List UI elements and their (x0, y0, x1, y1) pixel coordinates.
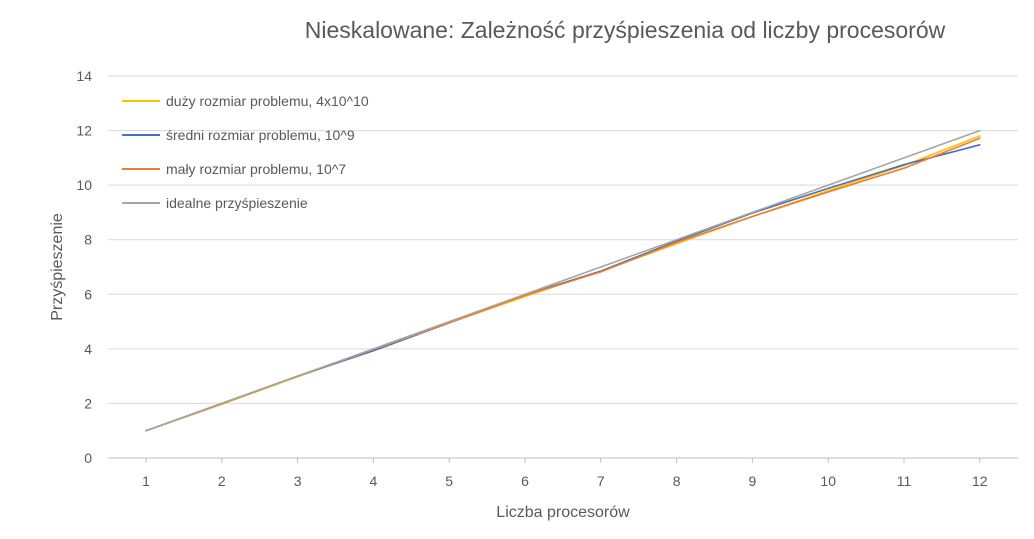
gridlines (108, 75, 1018, 459)
legend-label: duży rozmiar problemu, 4x10^10 (166, 93, 369, 109)
x-tick-label: 1 (142, 473, 150, 489)
x-tick-label: 5 (445, 473, 453, 489)
y-tick-label: 12 (76, 123, 92, 139)
chart-title: Nieskalowane: Zależność przyśpieszenia o… (305, 17, 946, 43)
legend: duży rozmiar problemu, 4x10^10 średni roz… (122, 93, 369, 211)
y-tick-label: 6 (84, 286, 92, 302)
y-tick-label: 10 (76, 177, 92, 193)
y-tick-label: 8 (84, 232, 92, 248)
series-line-4 (145, 129, 981, 432)
y-tick-label: 0 (84, 450, 92, 466)
x-tick-label: 11 (897, 473, 912, 489)
y-axis-ticks: 0 2 4 6 8 10 12 14 (76, 68, 92, 466)
legend-label: średni rozmiar problemu, 10^9 (166, 127, 355, 143)
x-tick-label: 4 (370, 473, 378, 489)
y-axis-title: Przyśpieszenie (49, 213, 66, 321)
x-tick-label: 9 (749, 473, 757, 489)
y-tick-label: 2 (84, 395, 92, 411)
x-tick-label: 6 (521, 473, 529, 489)
x-axis-title: Liczba procesorów (496, 504, 630, 521)
x-tick-label: 10 (820, 473, 836, 489)
x-tick-label: 12 (972, 473, 988, 489)
x-tick-label: 7 (597, 473, 605, 489)
legend-label: idealne przyśpieszenie (166, 195, 308, 211)
x-tick-label: 8 (673, 473, 681, 489)
x-axis-ticks: 1 2 3 4 5 6 7 8 9 10 11 12 (142, 458, 988, 489)
x-tick-label: 2 (218, 473, 226, 489)
y-tick-label: 14 (76, 68, 92, 84)
y-tick-label: 4 (84, 341, 92, 357)
series-lines (145, 129, 981, 432)
legend-label: mały rozmiar problemu, 10^7 (166, 161, 346, 177)
x-tick-label: 3 (294, 473, 302, 489)
